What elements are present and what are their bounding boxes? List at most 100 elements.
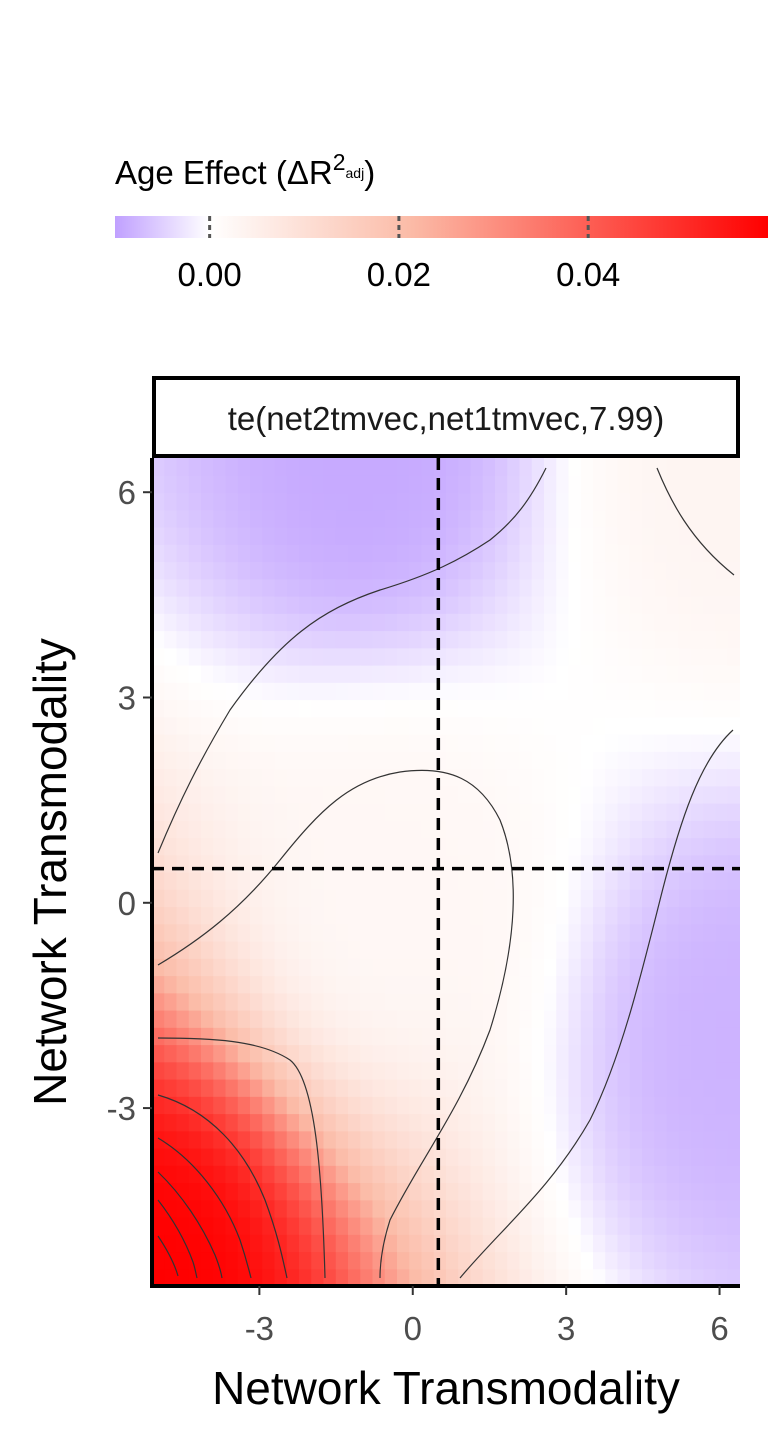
heatmap-cell (286, 561, 300, 580)
heatmap-cell (348, 975, 361, 994)
heatmap-cell (176, 458, 190, 476)
heatmap-cell (213, 492, 227, 511)
heatmap-cell (433, 458, 447, 476)
heatmap-cell (201, 854, 214, 873)
heatmap-cell (286, 682, 300, 701)
heatmap-cell (360, 1010, 374, 1028)
heatmap-cell (188, 785, 202, 804)
heatmap-cell (152, 1079, 165, 1097)
heatmap-cell (152, 647, 165, 666)
heatmap-cell (250, 578, 263, 597)
heatmap-cell (164, 1148, 178, 1166)
heatmap-cell (482, 492, 496, 511)
heatmap-cell (495, 803, 508, 821)
heatmap-cell (727, 509, 740, 528)
heatmap-cell (421, 975, 435, 994)
heatmap-cell (176, 492, 190, 511)
heatmap-cell (348, 751, 361, 770)
heatmap-cell (482, 1061, 496, 1080)
heatmap-cell (495, 975, 508, 994)
heatmap-cell (580, 578, 594, 597)
heatmap-cell (470, 975, 484, 994)
heatmap-cell (409, 751, 423, 770)
heatmap-cell (580, 872, 594, 890)
heatmap-cell (519, 1130, 533, 1149)
heatmap-cell (286, 889, 300, 908)
heatmap-cell (274, 923, 288, 942)
heatmap-cell (372, 785, 386, 804)
heatmap-cell (286, 1130, 300, 1149)
heatmap-cell (348, 682, 361, 701)
heatmap-cell (568, 837, 582, 856)
heatmap-cell (384, 578, 398, 597)
heatmap-cell (666, 803, 680, 821)
y-tick-label: 0 (118, 885, 136, 922)
heatmap-cell (323, 1165, 337, 1184)
heatmap-cell (556, 1199, 570, 1218)
heatmap-cell (299, 923, 312, 942)
heatmap-cell (237, 958, 251, 977)
heatmap-cell (654, 561, 668, 580)
heatmap-cell (654, 820, 668, 839)
heatmap-cell (629, 1061, 643, 1080)
heatmap-cell (703, 889, 717, 908)
heatmap-cell (372, 872, 386, 890)
heatmap-cell (617, 872, 631, 890)
heatmap-cell (409, 889, 423, 908)
heatmap-cell (605, 992, 619, 1011)
heatmap-cell (691, 1268, 704, 1286)
heatmap-cell (323, 872, 337, 890)
heatmap-cell (691, 665, 704, 683)
heatmap-cell (237, 1113, 251, 1132)
heatmap-cell (605, 889, 619, 908)
heatmap-cell (507, 923, 521, 942)
heatmap-cell (372, 458, 386, 476)
heatmap-cell (188, 1079, 202, 1097)
heatmap-cell (678, 647, 692, 666)
heatmap-cell (544, 975, 557, 994)
heatmap-cell (531, 1234, 545, 1253)
heatmap-cell (286, 596, 300, 614)
heatmap-cell (397, 561, 410, 580)
heatmap-cell (482, 734, 496, 752)
heatmap-cell (323, 699, 337, 718)
heatmap-cell (286, 768, 300, 787)
heatmap-cell (421, 1268, 435, 1286)
heatmap-cell (225, 544, 239, 563)
heatmap-cell (519, 751, 533, 770)
heatmap-cell (188, 820, 202, 839)
heatmap-cell (556, 561, 570, 580)
heatmap-cell (495, 1079, 508, 1097)
heatmap-cell (421, 734, 435, 752)
heatmap-cell (274, 1165, 288, 1184)
heatmap-cell (348, 734, 361, 752)
heatmap-cell (458, 630, 472, 649)
heatmap-cell (470, 613, 484, 632)
heatmap-cell (188, 958, 202, 977)
heatmap-cell (188, 1148, 202, 1166)
heatmap-cell (691, 1217, 704, 1235)
heatmap-cell (605, 458, 619, 476)
heatmap-cell (397, 509, 410, 528)
heatmap-cell (544, 1061, 557, 1080)
heatmap-cell (617, 1044, 631, 1063)
heatmap-cell (164, 906, 178, 925)
heatmap-cell (519, 613, 533, 632)
heatmap-cell (715, 665, 729, 683)
heatmap-cell (531, 458, 545, 476)
heatmap-cell (654, 1165, 668, 1184)
heatmap-cell (323, 1148, 337, 1166)
heatmap-cell (409, 1113, 423, 1132)
heatmap-cell (580, 889, 594, 908)
heatmap-cell (213, 1079, 227, 1097)
heatmap-cell (556, 1251, 570, 1270)
heatmap-cell (433, 596, 447, 614)
heatmap-cell (360, 1148, 374, 1166)
heatmap-cell (482, 475, 496, 494)
heatmap-cell (299, 578, 312, 597)
heatmap-cell (458, 1251, 472, 1270)
heatmap-cell (666, 768, 680, 787)
heatmap-cell (446, 923, 459, 942)
heatmap-cell (629, 1130, 643, 1149)
heatmap-cell (201, 1251, 214, 1270)
